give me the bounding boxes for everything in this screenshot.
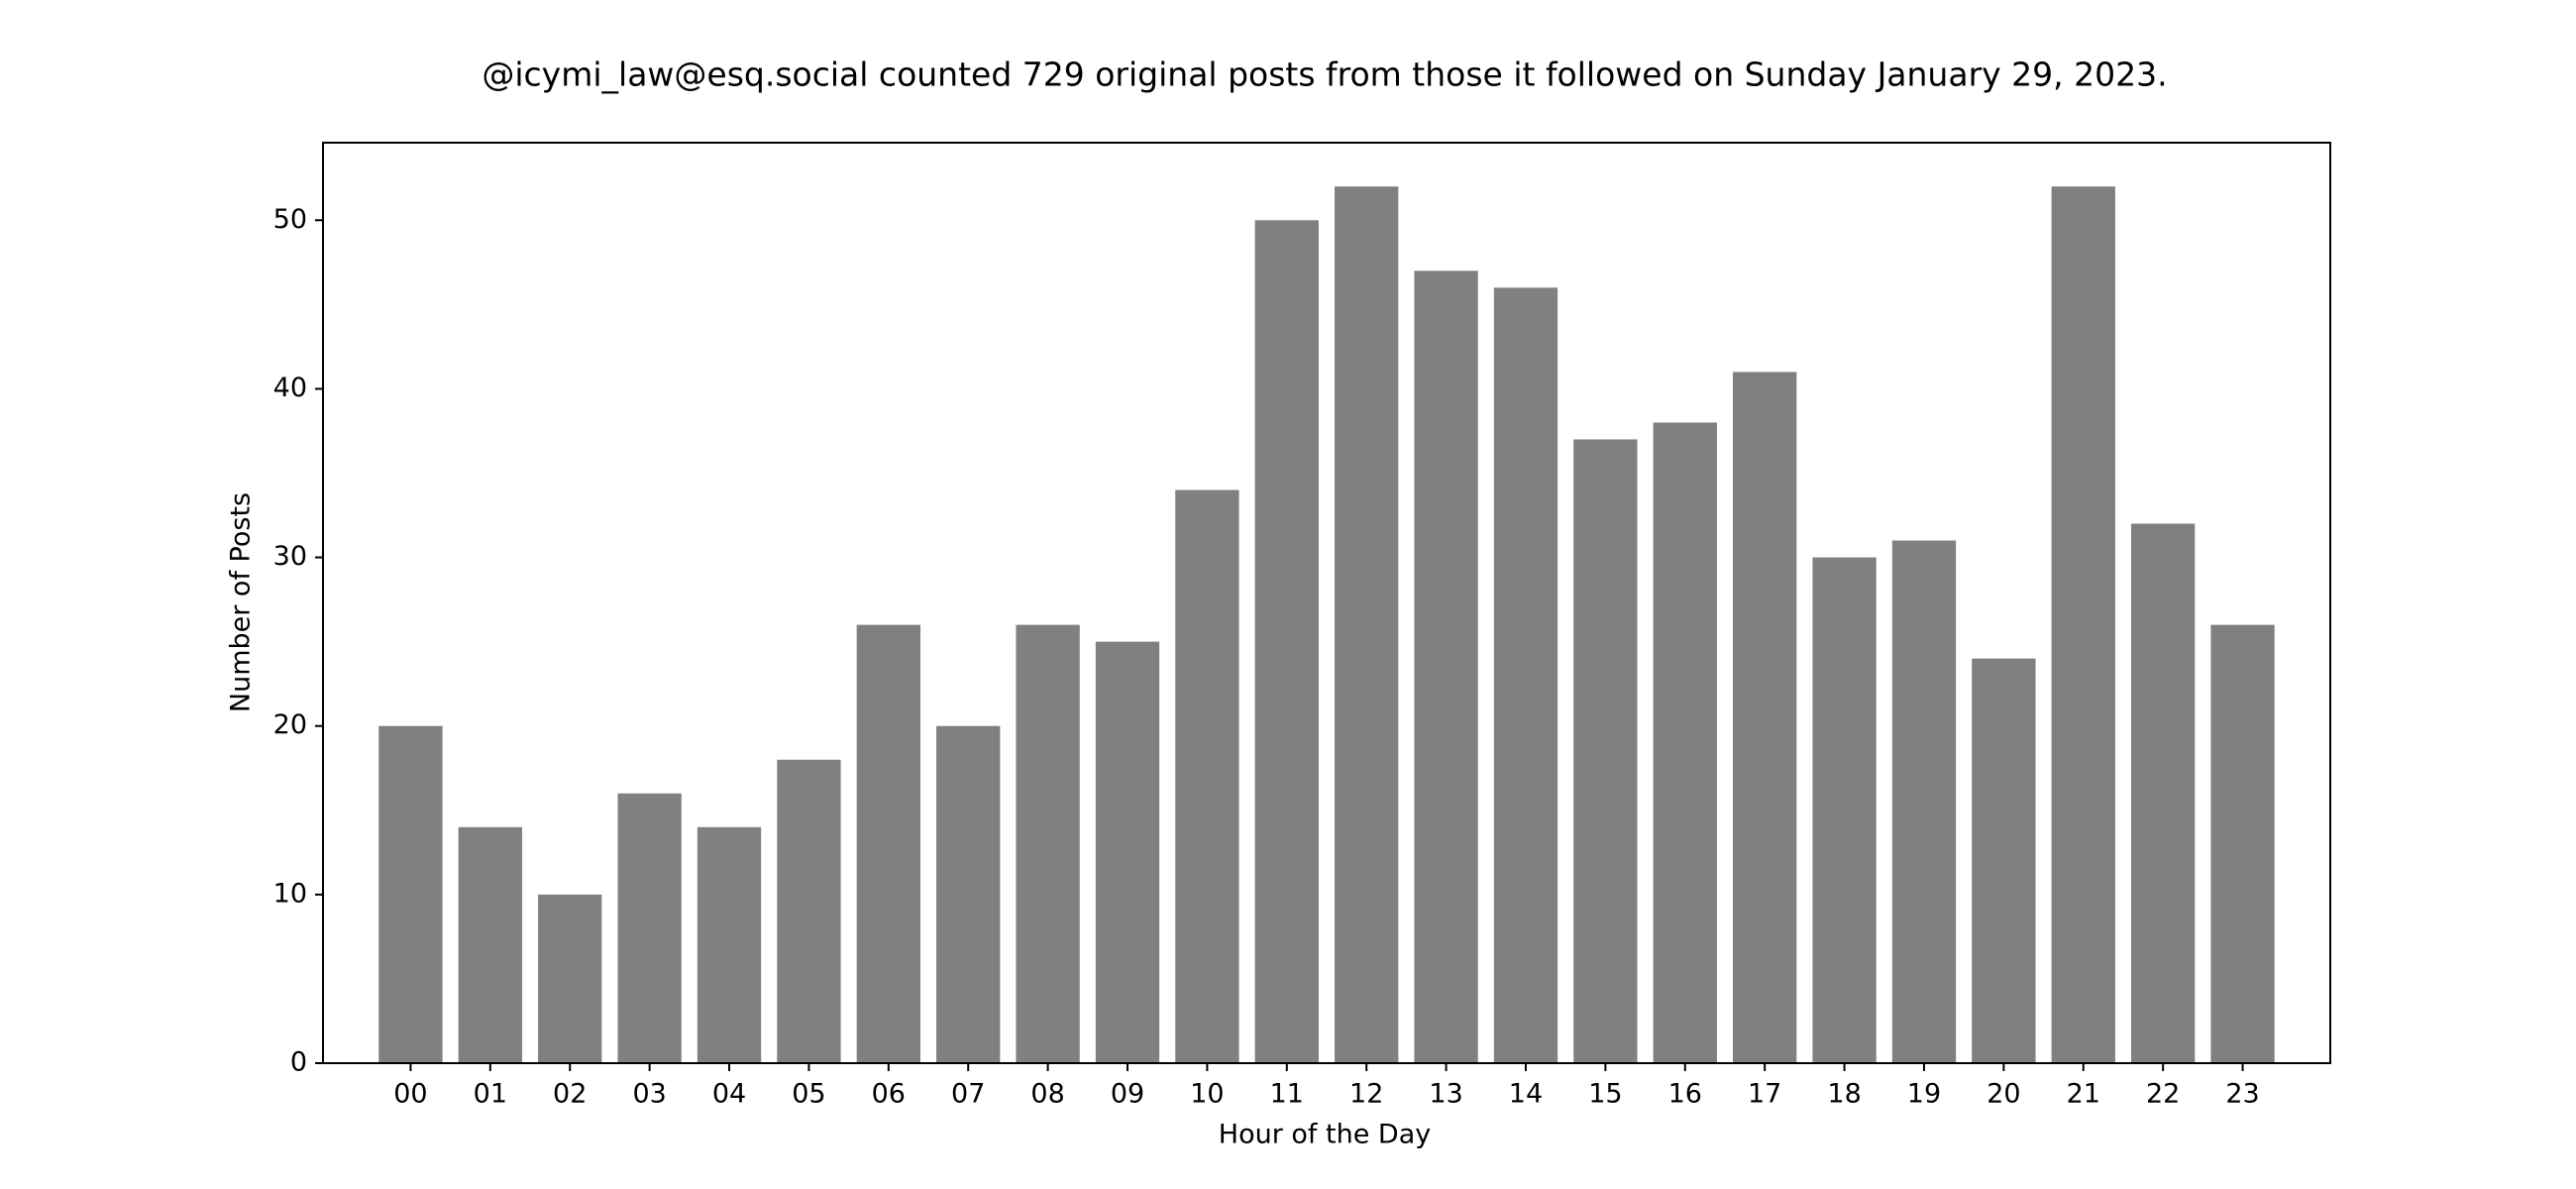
plot-frame	[322, 142, 2331, 1064]
bar-03	[617, 793, 682, 1063]
y-tick-label: 0	[290, 1047, 307, 1078]
bar-12	[1335, 186, 1399, 1063]
x-tick-label: 16	[1668, 1079, 1702, 1110]
x-tick-label: 02	[553, 1079, 587, 1110]
x-tick-label: 06	[872, 1079, 906, 1110]
bar-08	[1016, 624, 1080, 1063]
bar-11	[1254, 220, 1319, 1063]
bar-16	[1653, 422, 1717, 1063]
x-tick-label: 18	[1827, 1079, 1861, 1110]
x-tick-label: 08	[1030, 1079, 1064, 1110]
y-tick-label: 50	[273, 204, 307, 235]
bar-10	[1175, 489, 1239, 1063]
y-tick-label: 40	[273, 373, 307, 403]
bars-group	[378, 186, 2275, 1063]
x-tick-label: 03	[632, 1079, 666, 1110]
x-axis: 00 01 02 03 04 05 06 07 08 09 10 11 12 13 14 15 16 17 18 19…	[393, 1063, 2260, 1110]
bar-01	[458, 826, 522, 1063]
bar-04	[697, 826, 762, 1063]
chart-title: @icymi_law@esq.social counted 729 origin…	[482, 55, 2167, 94]
x-tick-label: 21	[2067, 1079, 2100, 1110]
x-tick-label: 15	[1588, 1079, 1622, 1110]
x-tick-label: 13	[1429, 1079, 1462, 1110]
x-tick-label: 20	[1986, 1079, 2020, 1110]
x-tick-label: 11	[1270, 1079, 1304, 1110]
bar-18	[1812, 557, 1877, 1063]
y-tick-label: 30	[273, 541, 307, 572]
bar-22	[2131, 523, 2196, 1063]
x-tick-label: 01	[474, 1079, 507, 1110]
bar-13	[1414, 270, 1478, 1063]
bar-19	[1891, 540, 1957, 1063]
x-tick-label: 09	[1111, 1079, 1144, 1110]
x-tick-label: 12	[1349, 1079, 1383, 1110]
x-tick-label: 14	[1509, 1079, 1543, 1110]
x-axis-label: Hour of the Day	[1219, 1120, 1431, 1150]
bar-06	[856, 624, 920, 1063]
bar-07	[936, 725, 1001, 1063]
bar-05	[777, 759, 841, 1063]
x-tick-label: 00	[393, 1079, 427, 1110]
bar-00	[378, 725, 443, 1063]
bar-23	[2210, 624, 2275, 1063]
bar-20	[1972, 658, 2036, 1063]
x-tick-label: 04	[712, 1079, 746, 1110]
bar-21	[2051, 186, 2115, 1063]
bar-09	[1095, 641, 1160, 1063]
y-axis-label: Number of Posts	[226, 492, 257, 712]
bar-14	[1493, 287, 1558, 1063]
y-axis: 0 10 20 30 40 50	[273, 204, 323, 1078]
x-tick-label: 07	[951, 1079, 985, 1110]
y-tick-label: 10	[273, 878, 307, 909]
bar-15	[1573, 439, 1638, 1063]
bar-02	[538, 894, 602, 1063]
y-tick-label: 20	[273, 709, 307, 740]
x-tick-label: 22	[2146, 1079, 2180, 1110]
x-tick-label: 05	[792, 1079, 825, 1110]
x-tick-label: 23	[2225, 1079, 2259, 1110]
x-tick-label: 17	[1748, 1079, 1781, 1110]
x-tick-label: 10	[1190, 1079, 1224, 1110]
bar-17	[1733, 372, 1797, 1063]
x-tick-label: 19	[1907, 1079, 1941, 1110]
